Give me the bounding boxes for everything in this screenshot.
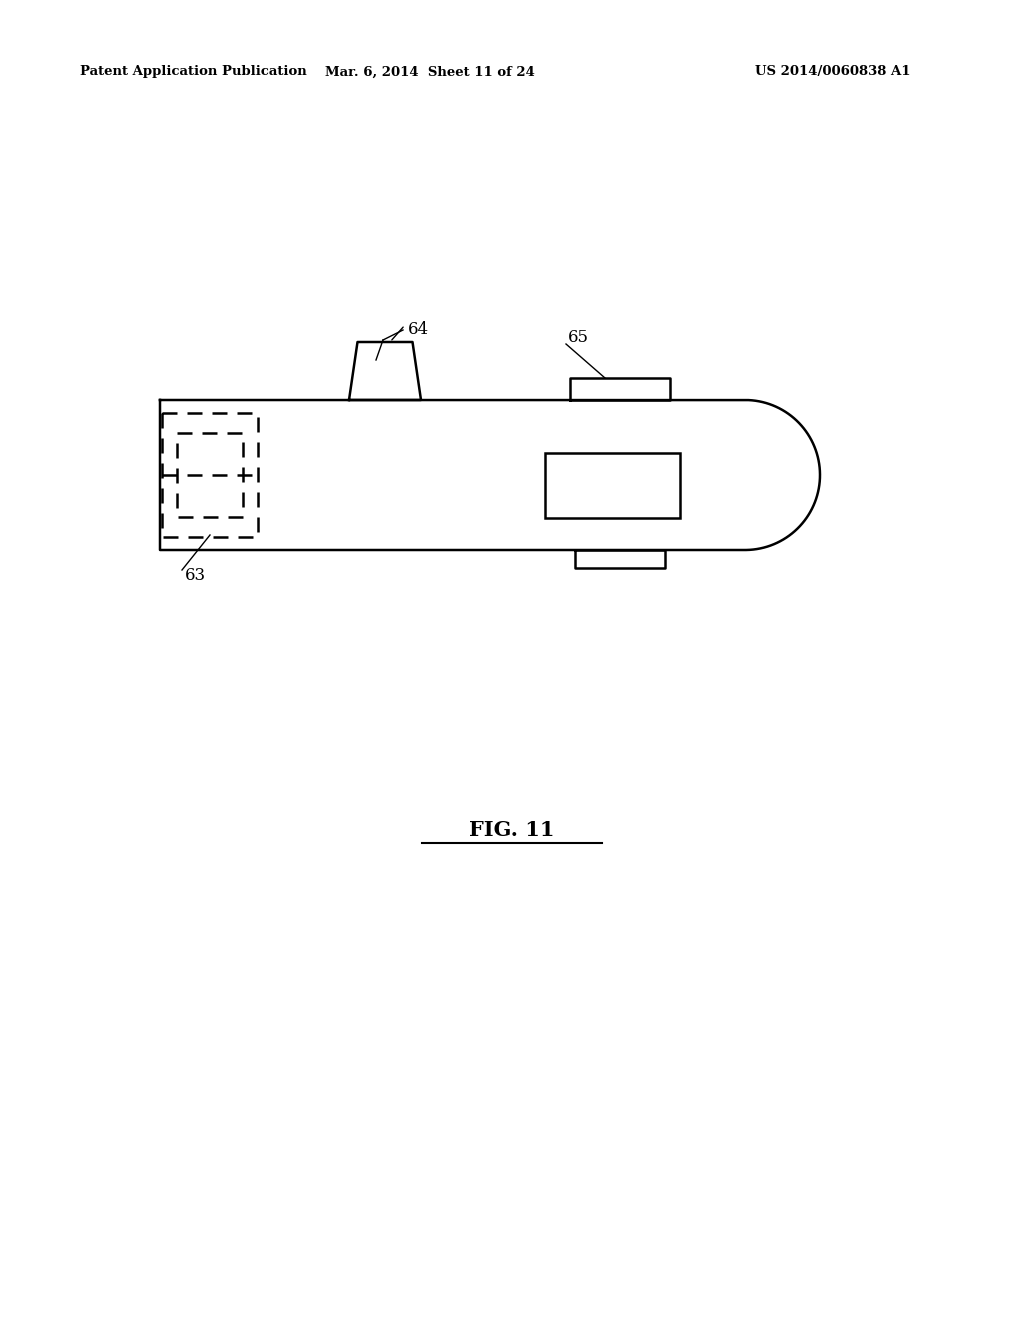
Text: FIG. 11: FIG. 11 bbox=[469, 820, 555, 840]
Text: 64: 64 bbox=[408, 322, 429, 338]
Text: 63: 63 bbox=[185, 566, 206, 583]
Text: US 2014/0060838 A1: US 2014/0060838 A1 bbox=[755, 66, 910, 78]
Text: Mar. 6, 2014  Sheet 11 of 24: Mar. 6, 2014 Sheet 11 of 24 bbox=[325, 66, 535, 78]
Text: Patent Application Publication: Patent Application Publication bbox=[80, 66, 307, 78]
Text: 65: 65 bbox=[568, 330, 589, 346]
Bar bbox=[545, 453, 680, 517]
